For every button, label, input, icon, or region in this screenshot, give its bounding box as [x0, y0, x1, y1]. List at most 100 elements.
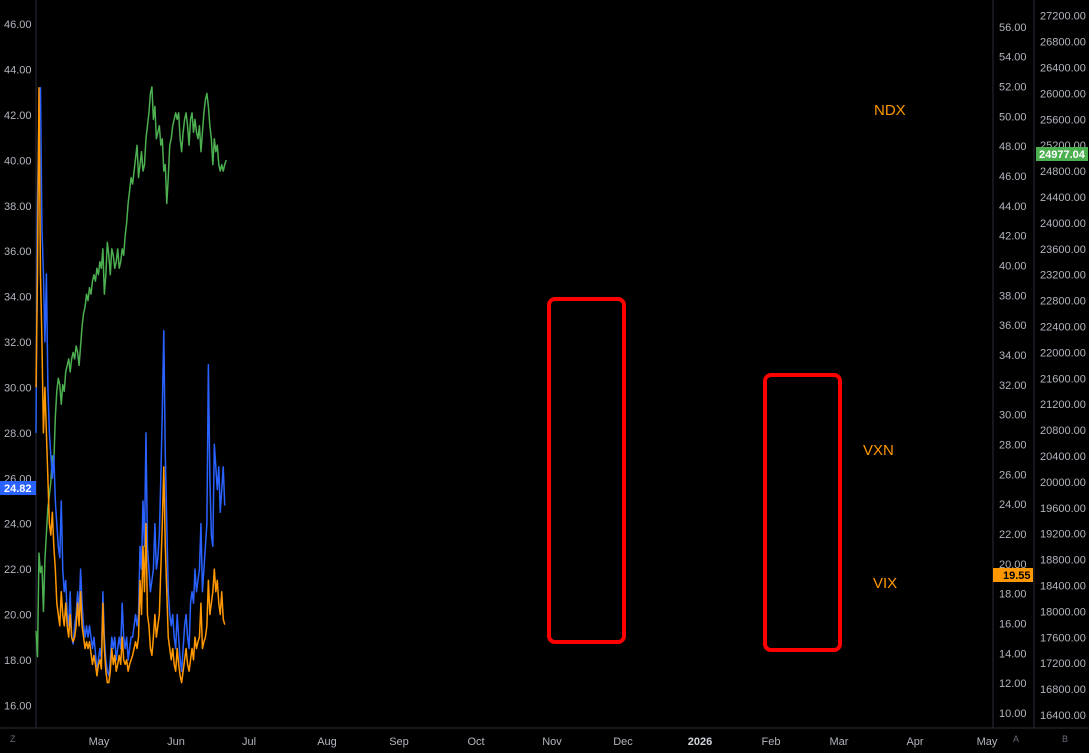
plot-series — [35, 86, 227, 684]
mid-tick-label: 24.00 — [999, 499, 1027, 511]
price-tags: 24.82 19.55 24977.04 — [0, 147, 1088, 582]
highlight-boxes — [547, 297, 842, 652]
price-tag-bg — [1036, 147, 1088, 161]
left-tick-label: 20.00 — [4, 609, 32, 621]
mid-tick-label: 10.00 — [999, 708, 1027, 720]
left-tick-label: 36.00 — [4, 246, 32, 258]
mid-tick-label: 56.00 — [999, 22, 1027, 34]
right-tick-label: 26400.00 — [1040, 63, 1086, 75]
mid-tick-label: 50.00 — [999, 111, 1027, 123]
right-tick-label: 20400.00 — [1040, 451, 1086, 463]
right-tick-label: 16800.00 — [1040, 684, 1086, 696]
highlight-box-1 — [547, 297, 626, 644]
x-tick-label: Sep — [389, 736, 409, 748]
left-tick-label: 16.00 — [4, 700, 32, 712]
price-tag-bg — [993, 568, 1033, 582]
left-tick-label: 18.00 — [4, 655, 32, 667]
x-tick-label: Jun — [167, 736, 185, 748]
right-axis: 16400.00 16800.00 17200.00 17600.00 18000.00… — [1040, 11, 1086, 722]
axis-borders — [0, 0, 1089, 729]
left-tick-label: 44.00 — [4, 65, 32, 77]
series-line-vix — [35, 86, 226, 684]
price-tag-right-vix: 19.55 — [993, 568, 1033, 582]
right-tick-label: 24800.00 — [1040, 166, 1086, 178]
corner-label-mid: A — [1013, 734, 1019, 744]
right-tick-label: 27200.00 — [1040, 11, 1086, 23]
price-tag-text: 24977.04 — [1039, 149, 1086, 161]
x-tick-label: Apr — [906, 736, 923, 748]
right-tick-label: 22400.00 — [1040, 322, 1086, 334]
left-tick-label: 28.00 — [4, 428, 32, 440]
mid-tick-label: 32.00 — [999, 380, 1027, 392]
left-tick-label: 22.00 — [4, 564, 32, 576]
right-tick-label: 22800.00 — [1040, 296, 1086, 308]
price-tag-text: 19.55 — [1003, 570, 1031, 582]
right-tick-label: 16400.00 — [1040, 710, 1086, 722]
mid-tick-label: 44.00 — [999, 201, 1027, 213]
price-tag-left: 24.82 — [0, 481, 36, 495]
x-tick-label: Oct — [467, 736, 484, 748]
left-tick-label: 34.00 — [4, 292, 32, 304]
left-tick-label: 32.00 — [4, 337, 32, 349]
right-tick-label: 17600.00 — [1040, 632, 1086, 644]
left-tick-label: 30.00 — [4, 382, 32, 394]
mid-tick-label: 48.00 — [999, 141, 1027, 153]
right-tick-label: 20000.00 — [1040, 477, 1086, 489]
corner-label-left: Z — [10, 734, 16, 744]
right-tick-label: 26000.00 — [1040, 88, 1086, 100]
left-axis: 16.00 18.00 20.00 22.00 24.00 26.00 28.00 30.00… — [0, 0, 1089, 729]
mid-tick-label: 30.00 — [999, 410, 1027, 422]
mid-tick-label: 12.00 — [999, 678, 1027, 690]
mid-tick-label: 40.00 — [999, 261, 1027, 273]
right-tick-label: 21600.00 — [1040, 373, 1086, 385]
mid-tick-label: 18.00 — [999, 589, 1027, 601]
right-tick-label: 18800.00 — [1040, 555, 1086, 567]
right-tick-label: 25600.00 — [1040, 114, 1086, 126]
right-tick-label: 18000.00 — [1040, 606, 1086, 618]
right-tick-label: 26800.00 — [1040, 37, 1086, 49]
left-tick-label: 40.00 — [4, 155, 32, 167]
left-tick-label: 46.00 — [4, 19, 32, 31]
right-tick-label: 18400.00 — [1040, 581, 1086, 593]
right-tick-label: 19200.00 — [1040, 529, 1086, 541]
mid-tick-label: 22.00 — [999, 529, 1027, 541]
x-tick-label: Dec — [613, 736, 633, 748]
mid-tick-label: 38.00 — [999, 290, 1027, 302]
x-tick-label: 2026 — [688, 736, 712, 748]
corner-label-right: B — [1062, 734, 1068, 744]
right-tick-label: 21200.00 — [1040, 399, 1086, 411]
right-tick-label: 19600.00 — [1040, 503, 1086, 515]
x-tick-label: Nov — [542, 736, 562, 748]
series-labels: NDX VXN VIX — [863, 102, 906, 592]
right-tick-label: 24000.00 — [1040, 218, 1086, 230]
mid-axis: 10.00 12.00 14.00 16.00 18.00 20.00 22.00 24.00… — [999, 22, 1027, 720]
price-tag-right-ndx: 24977.04 — [1036, 147, 1088, 161]
series-line-vxn — [35, 86, 226, 677]
highlight-box-2 — [763, 373, 842, 652]
left-tick-label: 24.00 — [4, 519, 32, 531]
mid-tick-label: 26.00 — [999, 469, 1027, 481]
mid-tick-label: 34.00 — [999, 350, 1027, 362]
x-tick-label: May — [89, 736, 110, 748]
series-label-ndx: NDX — [874, 102, 906, 119]
mid-tick-label: 20.00 — [999, 559, 1027, 571]
x-tick-label: Mar — [830, 736, 849, 748]
right-tick-label: 17200.00 — [1040, 658, 1086, 670]
right-tick-label: 24400.00 — [1040, 192, 1086, 204]
right-tick-label: 23200.00 — [1040, 270, 1086, 282]
mid-tick-label: 36.00 — [999, 320, 1027, 332]
left-tick-label: 38.00 — [4, 201, 32, 213]
x-tick-label: Jul — [242, 736, 256, 748]
left-tick-label: 42.00 — [4, 110, 32, 122]
x-axis: May Jun Jul Aug Sep Oct Nov Dec 2026 Feb Mar Apr May — [89, 736, 998, 748]
x-tick-label: Feb — [762, 736, 781, 748]
x-tick-label: May — [977, 736, 998, 748]
mid-tick-label: 16.00 — [999, 619, 1027, 631]
right-tick-label: 22000.00 — [1040, 347, 1086, 359]
series-line-ndx — [35, 86, 227, 658]
x-tick-label: Aug — [317, 736, 337, 748]
price-tag-text: 24.82 — [4, 483, 32, 495]
right-tick-label: 20800.00 — [1040, 425, 1086, 437]
